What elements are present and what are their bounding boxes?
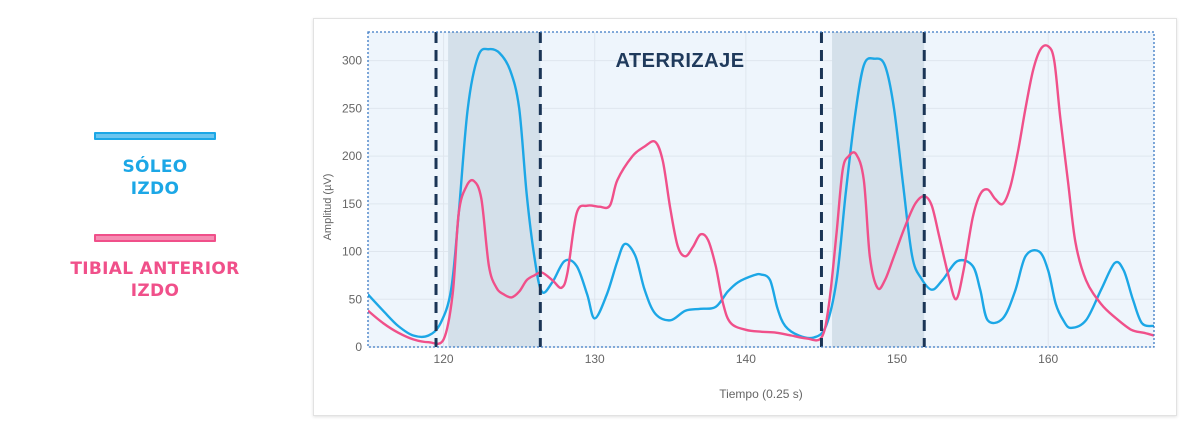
x-tick-label: 140: [736, 352, 756, 366]
legend-swatch-soleus: [94, 132, 216, 140]
landing-shaded-region: [832, 32, 925, 347]
legend-swatch-tibial: [94, 234, 216, 242]
x-axis-label: Tiempo (0.25 s): [719, 387, 803, 401]
x-tick-label: 120: [434, 352, 454, 366]
legend-label-soleus: SÓLEO IZDO: [122, 157, 188, 199]
legend-label-tibial: TIBIAL ANTERIOR IZDO: [70, 259, 240, 301]
x-tick-label: 150: [887, 352, 907, 366]
series-line-tibial: [368, 44, 1154, 345]
annotation-aterrizaje: ATERRIZAJE: [615, 50, 744, 72]
y-tick-label: 200: [342, 149, 362, 163]
y-tick-label: 250: [342, 101, 362, 115]
y-tick-label: 300: [342, 54, 362, 68]
y-axis-label: Amplitud (µV): [322, 174, 334, 241]
y-tick-label: 150: [342, 197, 362, 211]
chart-card: 0 50 100 150 200 250 300 120 130 140 150 160 ATERRI…: [313, 18, 1177, 416]
y-tick-label: 0: [355, 340, 362, 354]
legend: SÓLEO IZDO TIBIAL ANTERIOR IZDO: [60, 132, 250, 302]
x-tick-label: 130: [585, 352, 605, 366]
series-line-soleus: [368, 47, 1154, 340]
y-tick-label: 100: [342, 245, 362, 259]
landing-shaded-region: [448, 32, 541, 347]
y-tick-label: 50: [349, 292, 363, 306]
x-tick-label: 160: [1038, 352, 1058, 366]
emg-chart: 0 50 100 150 200 250 300 120 130 140 150 160 ATERRI…: [322, 31, 1155, 401]
plot-frame: [367, 31, 1155, 348]
